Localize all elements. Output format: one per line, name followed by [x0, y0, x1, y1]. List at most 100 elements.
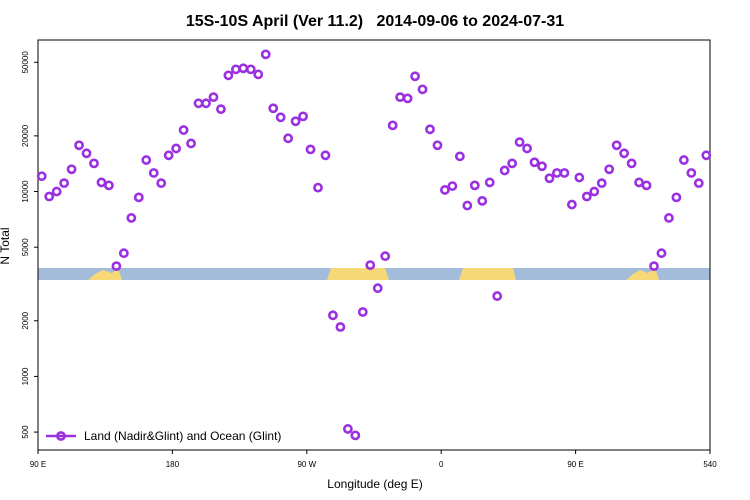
data-point [133, 192, 144, 203]
y-tick-label: 1000 [21, 367, 30, 385]
data-point [81, 148, 92, 159]
data-point [156, 178, 167, 189]
data-point [342, 424, 353, 434]
data-point [686, 168, 697, 178]
land-ocean-strip [38, 268, 710, 280]
legend-marker [56, 431, 66, 441]
data-point [380, 251, 391, 262]
data-point [514, 137, 525, 148]
data-point [104, 180, 114, 191]
data-point [290, 116, 301, 127]
data-point [619, 148, 630, 159]
y-tick-label: 5000 [21, 238, 30, 256]
data-point [148, 168, 159, 178]
data-point [566, 199, 577, 210]
y-tick-label: 50000 [21, 51, 30, 74]
x-tick-label: 90 E [567, 460, 583, 469]
data-point [141, 155, 152, 165]
data-point [208, 92, 219, 103]
data-point [335, 322, 346, 332]
data-point [469, 180, 480, 191]
data-point [313, 182, 323, 193]
data-point [581, 191, 592, 202]
y-tick-label: 10000 [21, 180, 30, 203]
data-point [410, 71, 420, 82]
y-tick-label: 2000 [21, 311, 30, 329]
data-point [59, 178, 70, 189]
data-point [230, 64, 241, 75]
data-point [118, 248, 129, 259]
data-point [604, 164, 615, 175]
data-point [417, 84, 428, 95]
data-point [178, 125, 189, 135]
data-point [350, 430, 361, 441]
data-point [275, 112, 286, 123]
data-point [44, 191, 55, 202]
data-point [611, 140, 622, 151]
data-point [298, 111, 308, 122]
data-point [559, 168, 570, 178]
data-point [395, 92, 406, 103]
data-point [492, 291, 503, 301]
x-tick-label: 0 [439, 460, 444, 469]
x-tick-label: 90 E [30, 460, 46, 469]
data-point [66, 164, 77, 175]
data-point [664, 213, 674, 223]
data-point [111, 261, 122, 272]
data-point [126, 213, 137, 223]
x-axis-label: Longitude (deg E) [327, 477, 422, 491]
data-point [477, 195, 488, 206]
legend-label: Land (Nadir&Glint) and Ocean (Glint) [84, 429, 281, 443]
data-point [387, 120, 398, 131]
data-point [499, 165, 510, 176]
data-point [544, 173, 555, 184]
data-point [74, 140, 84, 151]
data-point [89, 158, 99, 169]
y-tick-label: 20000 [21, 124, 30, 147]
data-point [507, 158, 518, 169]
y-tick-label: 500 [21, 425, 30, 439]
data-point [425, 124, 435, 135]
data-point [402, 93, 413, 104]
data-point [522, 143, 532, 154]
data-point [51, 186, 62, 197]
chart-title: 15S-10S April (Ver 11.2) 2014-09-06 to 2… [186, 13, 564, 30]
data-point [96, 177, 107, 188]
data-point [201, 98, 211, 109]
data-point [671, 192, 682, 203]
data-point [484, 177, 495, 188]
data-point [163, 150, 174, 161]
data-point [372, 283, 383, 294]
data-point [268, 103, 279, 114]
data-point [626, 158, 637, 169]
data-point [260, 49, 271, 60]
data-point [447, 181, 458, 191]
data-point [253, 69, 264, 80]
data-point [432, 140, 443, 151]
data-point [357, 307, 368, 317]
data-point [701, 150, 712, 161]
data-point [223, 70, 234, 81]
data-point [693, 178, 704, 189]
data-point [171, 143, 182, 154]
x-tick-label: 540 [703, 460, 717, 469]
y-axis-label: N Total [0, 227, 12, 264]
legend: Land (Nadir&Glint) and Ocean (Glint) [46, 429, 281, 443]
data-point [216, 104, 226, 115]
data-point [596, 178, 607, 189]
data-point [193, 98, 204, 109]
data-point [574, 172, 585, 183]
data-point [656, 248, 667, 259]
data-point [305, 144, 316, 155]
x-tick-label: 90 W [297, 460, 316, 469]
data-point [186, 138, 196, 149]
data-point [365, 260, 376, 271]
x-tick-label: 180 [166, 460, 180, 469]
data-point [36, 171, 47, 182]
data-point [320, 150, 331, 161]
data-point [283, 133, 294, 144]
data-point [462, 200, 473, 211]
data-point [238, 63, 249, 74]
data-point [649, 261, 659, 272]
data-point [529, 157, 540, 168]
